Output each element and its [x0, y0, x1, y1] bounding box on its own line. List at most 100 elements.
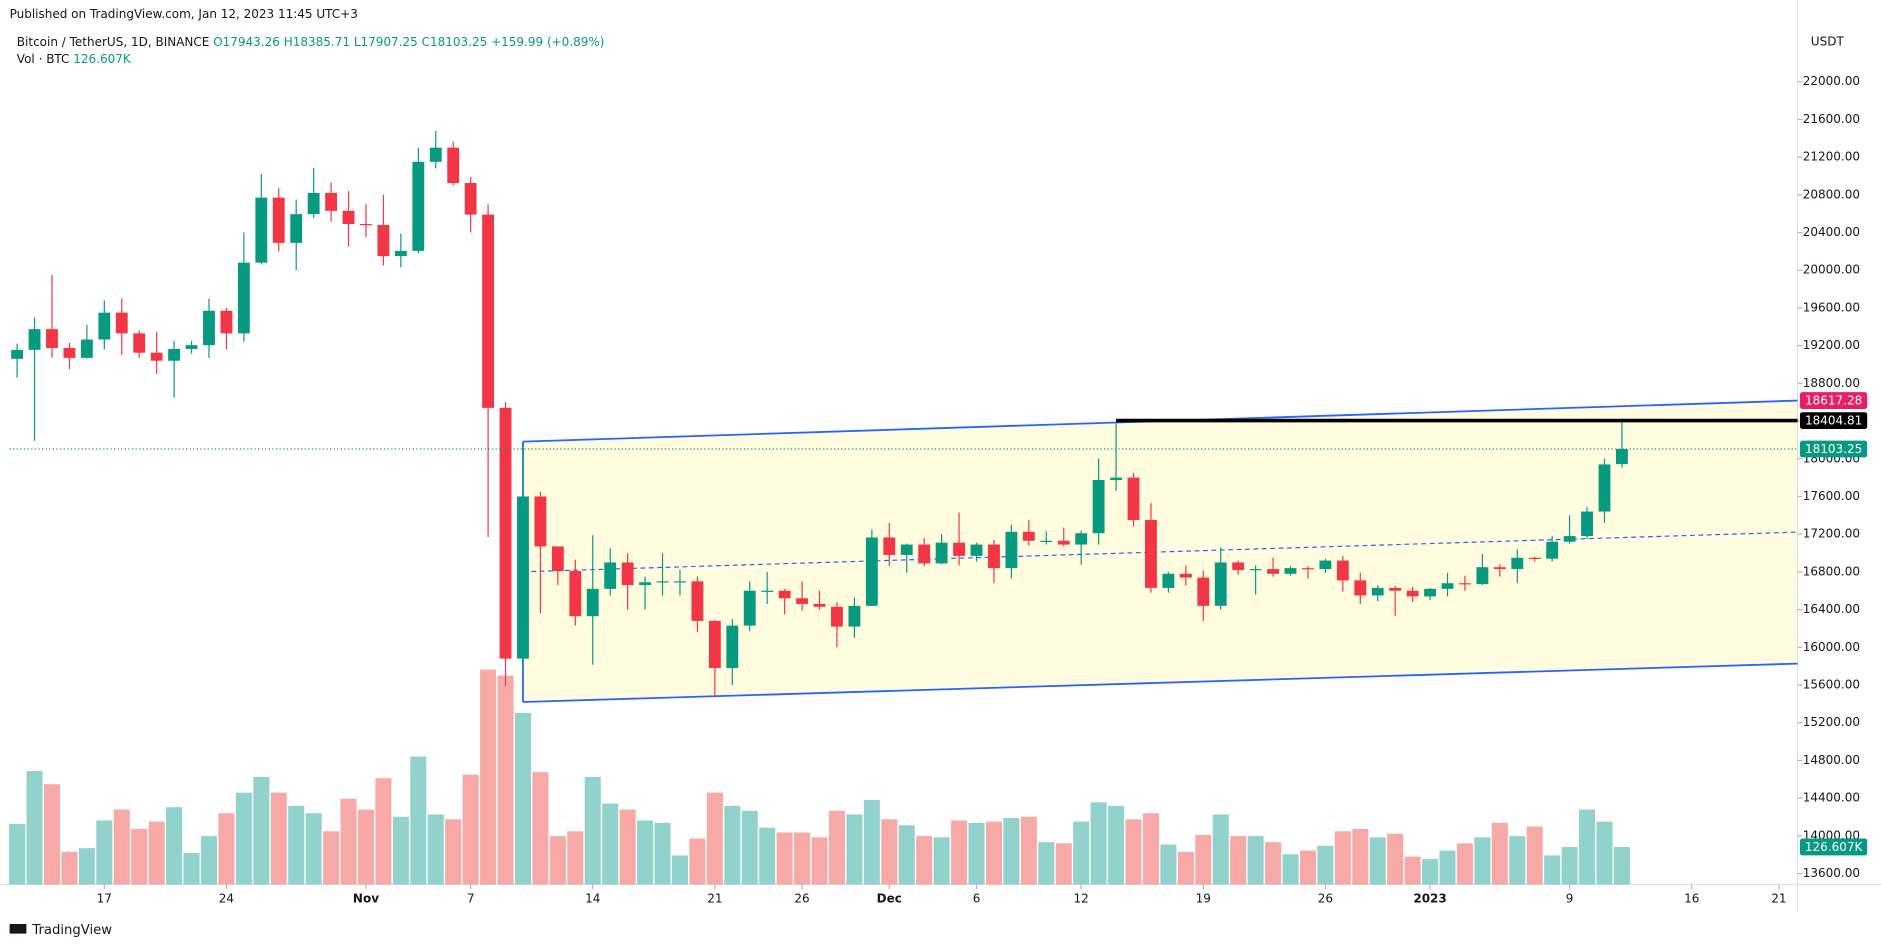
header: Published on TradingView.com, Jan 12, 20… — [10, 7, 358, 21]
candle-body — [1528, 557, 1541, 559]
volume-bar — [462, 774, 479, 885]
low: L17907.25 — [354, 35, 418, 49]
candle-body — [551, 546, 564, 571]
candle-body — [1179, 573, 1192, 578]
volume-bar — [288, 805, 305, 885]
candle-body — [1581, 511, 1593, 537]
y-tick-label: 16800.00 — [1803, 564, 1860, 578]
volume-bar — [881, 819, 898, 885]
y-tick-label: 20400.00 — [1803, 225, 1860, 239]
candle-body — [1616, 449, 1628, 465]
volume-bar — [1038, 842, 1055, 885]
volume-bar — [811, 837, 828, 885]
volume-bar — [1108, 805, 1125, 885]
volume-bar — [532, 772, 549, 885]
volume-bar — [1247, 836, 1264, 885]
y-tick-label: 19600.00 — [1803, 300, 1860, 314]
y-tick-label: 21600.00 — [1803, 112, 1860, 126]
candle-body — [988, 544, 1000, 569]
candle-body — [237, 262, 250, 334]
candle-body — [517, 496, 529, 659]
volume-bar — [794, 832, 811, 885]
candle-body — [1511, 557, 1524, 570]
candle-body — [342, 210, 355, 225]
volume-bar — [166, 807, 183, 885]
volume-bar — [1230, 836, 1247, 885]
volume-bar — [584, 777, 601, 885]
volume-bar — [1561, 846, 1578, 885]
candle-body — [1563, 536, 1576, 542]
candle-body — [80, 339, 93, 358]
candle-body — [865, 537, 878, 606]
candle-body — [272, 197, 285, 243]
candle-body — [656, 581, 669, 583]
volume-bar — [1195, 834, 1212, 885]
candle-body — [1110, 477, 1122, 480]
volume-bar — [1352, 828, 1369, 885]
candle-body — [883, 537, 896, 555]
y-tick-label: 18800.00 — [1803, 376, 1860, 390]
volume-bar — [183, 853, 200, 885]
candle-body — [621, 562, 634, 586]
candle-body — [743, 590, 756, 626]
volume-tag-label: 126.607K — [1805, 840, 1864, 854]
candle-body — [970, 544, 983, 556]
candle-body — [203, 310, 215, 346]
candle-body — [394, 250, 407, 257]
candle-body — [534, 496, 547, 547]
candle-body — [953, 542, 966, 556]
volume-name: Vol · BTC — [17, 51, 70, 65]
volume-bar — [43, 784, 61, 885]
volume-bar — [1579, 809, 1596, 885]
price-tag-label: 18103.25 — [1805, 442, 1862, 456]
candle-body — [726, 625, 739, 669]
candle-body — [482, 214, 495, 408]
volume-bar — [61, 851, 78, 885]
candle-body — [1406, 590, 1419, 597]
candle-body — [220, 310, 233, 334]
x-tick-label: 26 — [794, 891, 809, 905]
close: C18103.25 — [422, 35, 488, 49]
volume-bar — [1596, 821, 1613, 885]
candle-body — [935, 542, 948, 564]
volume-bar — [1474, 837, 1491, 885]
y-tick-label: 16000.00 — [1803, 640, 1860, 654]
y-tick-label: 15200.00 — [1803, 715, 1860, 729]
x-tick-label: 2023 — [1413, 891, 1446, 905]
volume-bar — [1142, 813, 1159, 885]
candle-body — [290, 214, 303, 243]
volume-bar — [1160, 844, 1177, 885]
y-tick-label: 16400.00 — [1803, 602, 1860, 616]
candle-body — [900, 544, 913, 555]
candle-body — [1441, 583, 1454, 589]
x-tick-label: 24 — [219, 891, 234, 905]
volume-bar — [305, 813, 322, 885]
volume-bar — [410, 756, 427, 885]
channel-lower — [522, 662, 1798, 703]
volume-bar — [741, 810, 758, 885]
volume-bar — [1334, 831, 1351, 885]
volume-bar — [340, 798, 357, 885]
candle-body — [1336, 560, 1349, 581]
candle-body — [115, 312, 128, 334]
candle-body — [464, 183, 477, 215]
volume-bar — [1456, 843, 1473, 885]
volume-bar — [78, 848, 95, 885]
candle-body — [1092, 479, 1105, 534]
volume-bar — [1491, 822, 1508, 885]
change: +159.99 (+0.89%) — [491, 35, 604, 49]
candle-body — [674, 581, 686, 583]
x-tick-label: Nov — [353, 891, 379, 905]
volume-bar — [1090, 802, 1107, 885]
volume-bar — [1003, 818, 1020, 885]
candle-body — [1249, 569, 1262, 571]
volume-bar — [375, 778, 392, 885]
volume-bar — [1125, 819, 1142, 885]
candle-body — [708, 620, 721, 669]
volume-bar — [357, 809, 375, 885]
x-tick-label: Dec — [877, 891, 902, 905]
volume-bar — [1073, 821, 1090, 885]
y-tick-label: 17200.00 — [1803, 527, 1860, 541]
channel-middle — [522, 531, 1798, 573]
